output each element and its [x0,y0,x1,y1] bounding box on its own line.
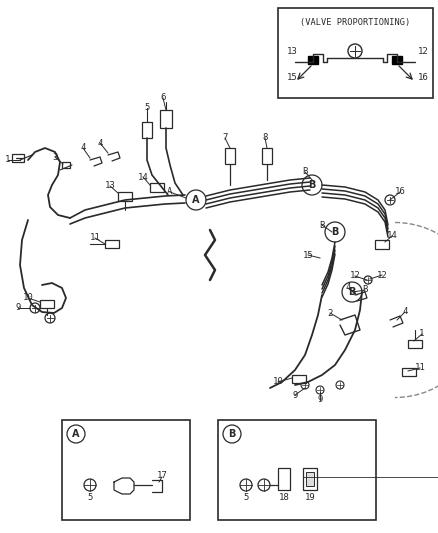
Text: B: B [331,227,339,237]
Text: A: A [72,429,80,439]
Text: 5: 5 [87,494,93,503]
Bar [225,148,235,164]
Bar [306,472,314,486]
Circle shape [336,381,344,389]
Circle shape [45,313,55,323]
Text: 19: 19 [304,494,315,503]
Bar [142,122,152,138]
Text: B: B [319,221,325,230]
Text: 4: 4 [97,139,102,148]
Text: (VALVE PROPORTIONING): (VALVE PROPORTIONING) [300,18,411,27]
Text: 16: 16 [417,74,428,83]
Text: 6: 6 [160,93,166,102]
Text: 4: 4 [345,284,351,293]
Text: 12: 12 [350,271,360,280]
Circle shape [385,195,395,205]
Text: 9: 9 [292,391,298,400]
Text: 14: 14 [387,231,397,240]
Circle shape [316,386,324,394]
Text: 14: 14 [138,173,148,182]
Bar [292,375,306,383]
Bar [303,468,317,490]
Text: 9: 9 [15,303,21,312]
Circle shape [258,479,270,491]
Bar [375,240,389,249]
Text: A: A [167,188,173,197]
Text: 7: 7 [223,133,228,142]
Text: B: B [348,287,356,297]
Text: 11: 11 [415,364,425,373]
Text: 16: 16 [395,188,406,197]
Circle shape [301,381,309,389]
Text: 4: 4 [80,143,86,152]
Text: 15: 15 [303,251,313,260]
Text: B: B [302,167,307,176]
Text: 4: 4 [403,308,408,317]
Text: A: A [192,195,200,205]
Text: 1: 1 [419,329,425,338]
Bar [262,148,272,164]
Text: 13: 13 [286,47,297,56]
Text: B: B [308,180,316,190]
Bar [150,183,164,192]
Bar [402,368,416,376]
Text: 5: 5 [244,494,249,503]
Text: 9: 9 [317,395,323,405]
Text: 11: 11 [90,233,100,243]
Text: 15: 15 [286,74,297,83]
Text: 3: 3 [52,152,58,161]
Bar [40,300,54,308]
Circle shape [30,303,40,313]
Bar [62,420,190,520]
Circle shape [84,479,96,491]
Circle shape [364,276,372,284]
Text: 18: 18 [279,494,290,503]
Text: 10: 10 [23,294,33,303]
Bar [392,56,402,64]
Text: 5: 5 [144,103,150,112]
Text: B: B [228,429,236,439]
Text: 12: 12 [417,47,428,56]
Bar [62,162,70,168]
Text: 1: 1 [5,156,11,165]
Text: 13: 13 [105,182,115,190]
Bar [105,240,119,248]
Text: B: B [362,286,367,295]
Bar [218,420,376,520]
Bar [308,56,318,64]
Bar [278,8,433,98]
Bar [12,154,24,162]
Bar [278,468,290,490]
Text: 2: 2 [327,309,333,318]
Bar [408,340,422,348]
Text: 17: 17 [157,471,167,480]
Bar [160,110,172,128]
Text: 10: 10 [272,377,283,386]
Text: 12: 12 [377,271,387,279]
Circle shape [240,479,252,491]
Text: 8: 8 [262,133,268,142]
Bar [118,192,132,201]
